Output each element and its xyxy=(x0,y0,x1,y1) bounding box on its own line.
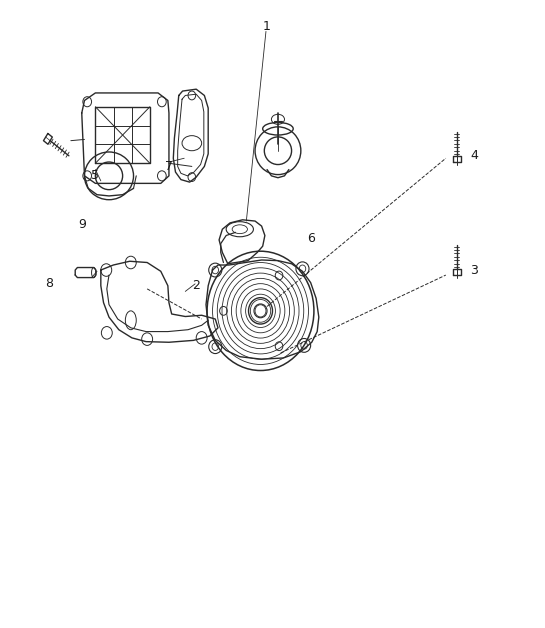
Text: 9: 9 xyxy=(78,219,86,231)
Text: 3: 3 xyxy=(470,264,478,276)
Text: 6: 6 xyxy=(307,232,314,245)
Text: 8: 8 xyxy=(45,278,53,290)
Text: 2: 2 xyxy=(192,279,200,292)
Text: 4: 4 xyxy=(470,149,478,162)
Text: 7: 7 xyxy=(165,160,173,173)
Text: 1: 1 xyxy=(263,20,271,33)
Text: 5: 5 xyxy=(92,170,99,182)
